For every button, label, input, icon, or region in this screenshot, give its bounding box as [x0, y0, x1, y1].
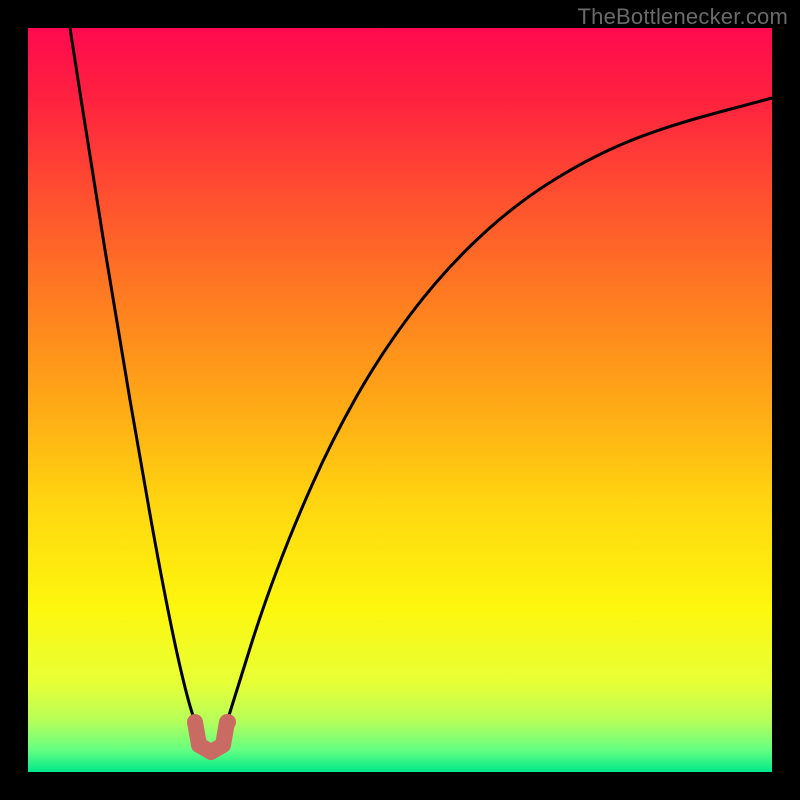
minimum-marker-dot-right — [220, 714, 236, 730]
plot-area — [28, 28, 772, 772]
chart-svg — [0, 0, 800, 800]
chart-container: TheBottlenecker.com — [0, 0, 800, 800]
watermark-text: TheBottlenecker.com — [578, 4, 788, 30]
